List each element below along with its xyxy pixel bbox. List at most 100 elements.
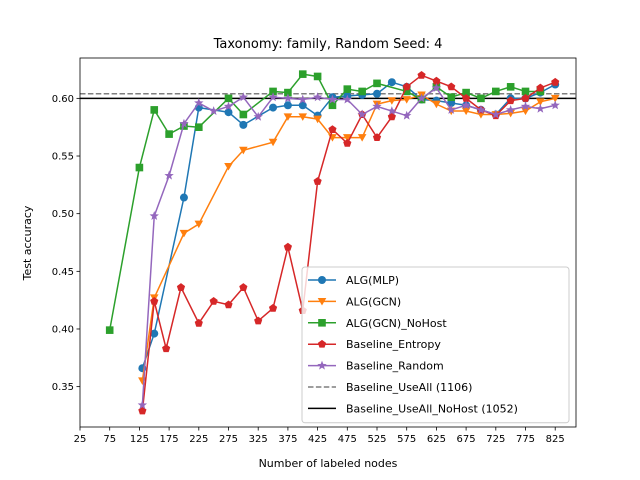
data-point [373,79,381,88]
data-point [521,87,530,96]
legend-marker [318,319,326,327]
data-point [372,133,382,142]
data-point [312,92,323,102]
legend-entry: Baseline_Entropy [346,338,441,351]
x-tick-label: 225 [189,434,208,445]
data-point [447,82,456,91]
x-tick-label: 125 [130,434,149,445]
data-point [387,78,396,87]
data-point [313,177,322,185]
data-point [239,146,248,155]
data-point [223,101,234,111]
data-point [431,83,442,92]
data-point [283,101,292,110]
data-point [417,71,426,79]
data-point [224,94,233,103]
data-point [446,104,456,114]
data-point [373,89,382,98]
data-point [268,92,278,102]
data-point [194,220,204,229]
x-tick-label: 425 [308,434,327,445]
x-tick-label: 25 [74,434,87,445]
data-point [224,300,233,309]
x-tick-label: 475 [338,434,357,445]
data-point [105,326,114,334]
x-tick-label: 325 [249,434,268,445]
data-point [357,134,367,142]
data-point [462,88,470,97]
data-point [195,123,203,131]
legend-marker [317,297,327,306]
data-point [135,163,144,172]
data-point [284,88,292,97]
legend: ALG(MLP) ALG(GCN) ALG(GCN)_NoHost Baseline_… [301,266,570,424]
data-point [462,94,471,102]
x-tick-label: 675 [457,434,476,445]
series-4 [137,83,560,410]
data-point [550,100,560,110]
data-point [551,77,560,86]
legend-entry: ALG(GCN)_NoHost [346,317,447,330]
data-point [239,120,248,129]
data-point [209,297,218,305]
data-point [176,283,186,291]
data-point [239,110,248,119]
legend-marker [317,360,327,370]
data-point [137,400,148,410]
data-point [358,87,366,96]
y-tick-label: 0.60 [52,94,74,105]
y-tick-label: 0.40 [52,324,74,335]
data-point [164,170,174,180]
data-point [208,106,219,116]
data-point [149,211,159,220]
data-point [372,101,382,111]
data-point [402,82,411,91]
data-point [162,344,171,353]
data-point [253,111,263,121]
y-axis-ticks: 0.35 0.40 0.45 0.50 0.55 0.60 [52,94,80,393]
data-point [150,106,159,114]
data-point [536,83,545,92]
data-point [520,101,531,111]
data-point [461,100,471,110]
data-point [283,113,293,121]
data-point [416,93,427,103]
data-point [194,98,204,107]
data-point [313,115,322,124]
data-point [238,92,249,102]
data-point [432,100,441,109]
data-point [343,85,352,93]
data-point [550,94,560,103]
y-tick-label: 0.55 [52,152,74,163]
data-point [224,162,233,171]
data-point [150,329,159,338]
data-point [491,109,501,119]
data-point [492,87,500,96]
data-point [269,103,278,112]
data-point [535,103,546,113]
data-point [138,406,147,415]
data-point [506,96,515,105]
data-point [536,98,545,106]
x-tick-label: 825 [546,434,565,445]
data-point [179,229,189,238]
data-point [283,242,292,251]
data-point [327,94,338,104]
legend-box [301,266,570,424]
data-point [150,297,159,305]
y-axis-label: Test accuracy [21,205,34,281]
data-point [254,316,263,325]
legend-entry: Baseline_UseAll (1106) [346,381,472,394]
x-axis-label: Number of labeled nodes [259,457,398,470]
data-point [387,97,397,105]
data-point [283,93,293,103]
data-point [402,110,412,120]
plot-frame [79,57,577,428]
data-point [268,303,278,312]
x-tick-label: 575 [397,434,416,445]
data-point [328,101,337,110]
data-point [179,193,188,202]
legend-entry: ALG(MLP) [346,274,399,287]
plot-area [79,57,577,428]
data-point [342,94,353,104]
